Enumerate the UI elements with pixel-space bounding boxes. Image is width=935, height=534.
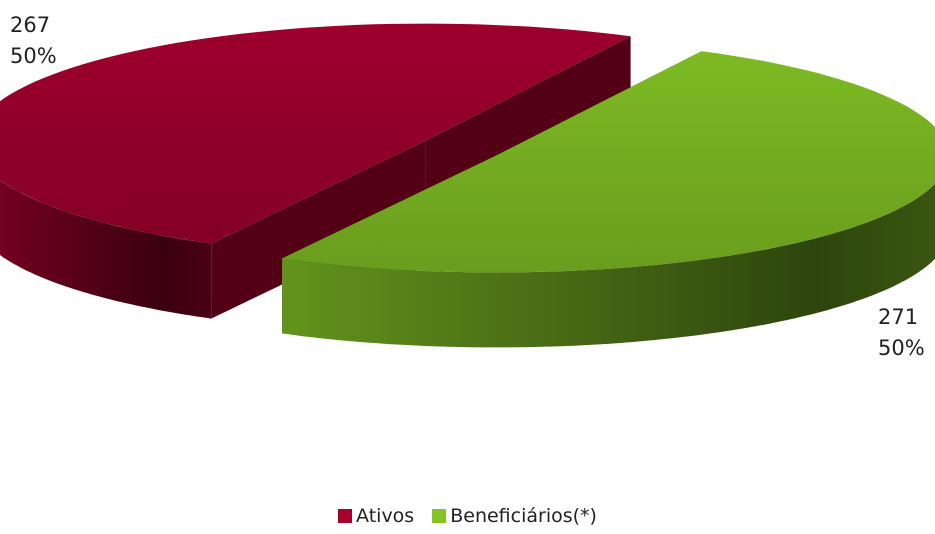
slice [282, 51, 935, 348]
slice [0, 23, 631, 319]
data-label: 271 [878, 305, 918, 329]
data-label: 267 [10, 13, 50, 37]
legend: Ativos Beneficiários(*) [0, 505, 935, 527]
data-label: 50% [10, 44, 57, 68]
slice-top [0, 23, 631, 244]
legend-swatch [338, 509, 353, 523]
slice-wall [0, 179, 212, 319]
legend-label: Ativos [356, 505, 415, 527]
slice-top [282, 51, 935, 273]
data-label: 50% [878, 336, 925, 360]
slice-wall [282, 183, 935, 348]
legend-label: Beneficiários(*) [450, 505, 597, 527]
legend-item: Beneficiários(*) [432, 505, 597, 527]
slice-face [211, 140, 426, 319]
legend-swatch [432, 509, 447, 523]
legend-item: Ativos [338, 505, 414, 527]
